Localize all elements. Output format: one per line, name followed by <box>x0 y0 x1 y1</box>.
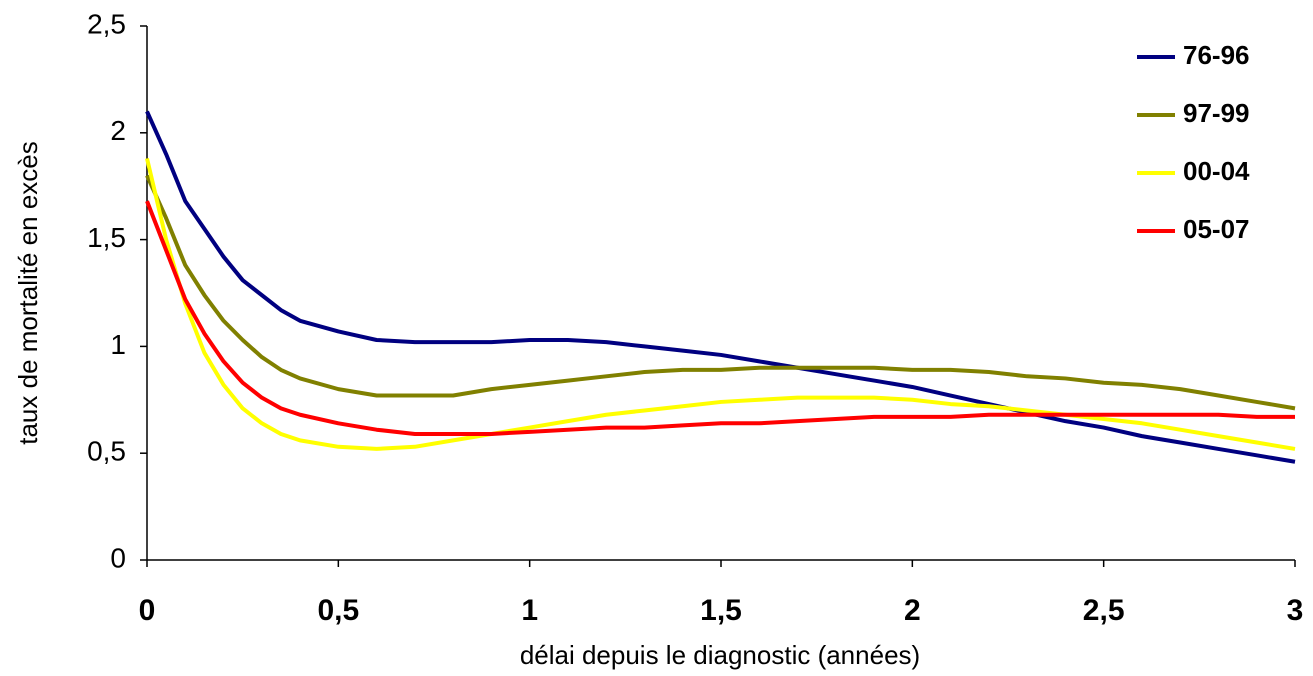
x-tick-label: 1,5 <box>700 594 742 627</box>
legend-label: 76-96 <box>1183 40 1250 70</box>
series-line <box>145 200 1295 436</box>
y-tick-label: 2 <box>110 115 126 146</box>
x-tick-label: 0 <box>139 594 156 627</box>
x-tick-label: 2 <box>904 594 921 627</box>
x-tick-label: 1 <box>521 594 538 627</box>
x-tick-label: 3 <box>1287 594 1304 627</box>
series-line <box>145 174 1296 411</box>
y-tick-label: 1,5 <box>87 222 126 253</box>
x-axis-title: délai depuis le diagnostic (années) <box>520 640 920 670</box>
y-tick-label: 0 <box>110 542 126 573</box>
legend-label: 97-99 <box>1183 98 1250 128</box>
x-tick-label: 0,5 <box>317 594 359 627</box>
y-tick-label: 0,5 <box>87 436 126 467</box>
x-tick-label: 2,5 <box>1083 594 1125 627</box>
series-line <box>145 110 1296 464</box>
series-line <box>145 157 1296 451</box>
legend-label: 00-04 <box>1183 156 1250 186</box>
y-tick-label: 1 <box>110 329 126 360</box>
y-tick-label: 2,5 <box>87 8 126 39</box>
legend-label: 05-07 <box>1183 214 1250 244</box>
y-axis-title: taux de mortalité en excès <box>13 141 43 445</box>
